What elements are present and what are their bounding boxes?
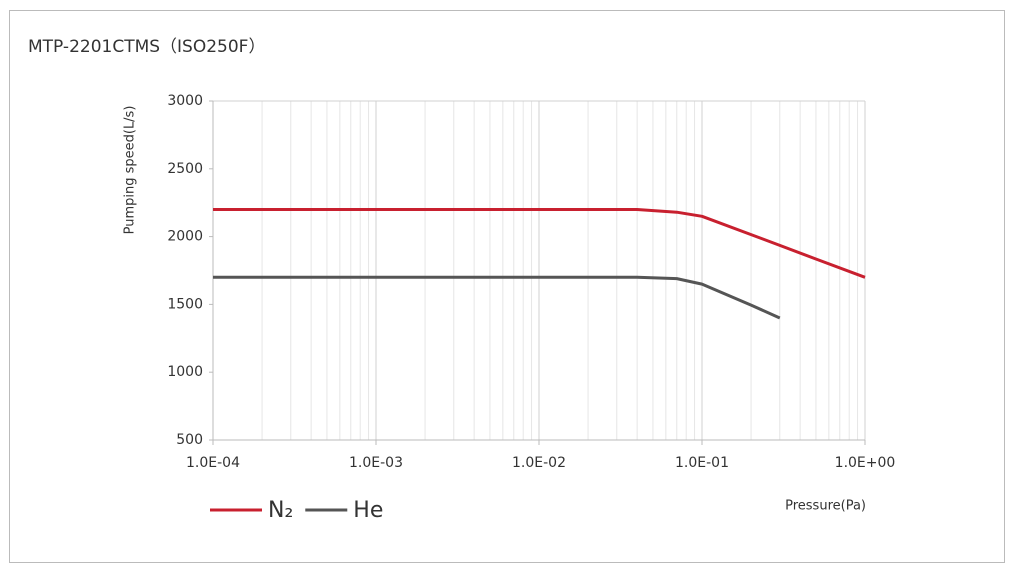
x-tick-label: 1.0E-03	[349, 455, 403, 471]
y-tick-label: 500	[176, 432, 203, 448]
y-axis-label: Pumping speed(L/s)	[123, 106, 138, 235]
x-tick-label: 1.0E-02	[512, 455, 566, 471]
y-tick-label: 1000	[167, 364, 203, 380]
y-tick-label: 3000	[167, 93, 203, 109]
x-tick-label: 1.0E+00	[835, 455, 896, 471]
y-tick-label: 1500	[167, 296, 203, 312]
x-tick-label: 1.0E-01	[675, 455, 729, 471]
legend-label: N₂	[268, 498, 293, 523]
x-tick-label: 1.0E-04	[186, 455, 240, 471]
chart-title: MTP-2201CTMS（ISO250F）	[28, 37, 265, 57]
x-axis-label: Pressure(Pa)	[785, 499, 866, 514]
series-line	[213, 275, 781, 320]
series-line	[213, 208, 866, 279]
y-tick-label: 2500	[167, 161, 203, 177]
y-tick-label: 2000	[167, 229, 203, 245]
frame	[9, 10, 1005, 563]
legend-label: He	[353, 498, 383, 523]
